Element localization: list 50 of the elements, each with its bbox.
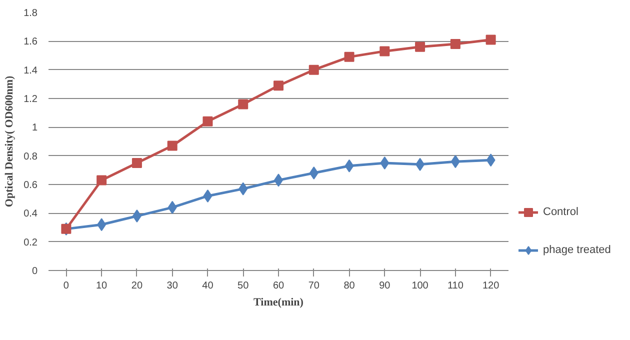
y-tick-label: 1.4 [24,65,38,76]
x-tick-label: 70 [308,280,320,292]
x-tick-label: 90 [379,280,391,292]
x-tick-label: 50 [238,280,250,292]
x-tick-label: 80 [344,280,356,292]
x-tick-label: 30 [166,280,178,292]
point [344,52,354,62]
point [344,159,354,172]
x-tick-label: 40 [202,280,214,292]
point [416,158,425,171]
y-tick-label: 0.6 [24,180,38,191]
point [132,158,142,168]
point [167,140,178,151]
legend-label: Control [543,206,578,218]
point [486,34,496,45]
point [450,39,460,50]
point [380,156,390,170]
point [415,42,426,52]
point [309,166,318,180]
point [238,99,248,110]
y-tick-label: 0.2 [24,237,38,248]
point [96,175,107,186]
x-tick-label: 110 [447,280,464,292]
y-axis-title: Optical Density( OD600nm) [4,75,16,208]
point [238,182,248,196]
x-tick-label: 100 [412,280,429,292]
y-tick-label: 0.4 [24,208,38,220]
y-tick-label: 0 [32,266,38,277]
point [486,154,496,167]
y-tick-label: 1.2 [24,94,38,105]
point [450,155,460,168]
x-tick-label: 60 [272,280,284,292]
legend-label: phage treated [543,244,611,256]
x-tick-label: 0 [63,280,70,292]
point [202,116,213,126]
y-tick-label: 1.6 [24,36,38,48]
y-tick-label: 1 [32,122,38,134]
point [97,218,106,232]
point [380,46,390,56]
y-tick-label: 0.8 [24,151,38,162]
x-tick-label: 10 [96,280,108,292]
point [308,64,319,75]
point [203,189,212,202]
point [168,200,177,214]
x-tick-label: 20 [131,280,143,292]
point [132,210,142,223]
y-tick-label: 1.8 [24,8,38,19]
x-tick-label: 120 [482,280,500,292]
x-axis-title: Time(min) [254,296,304,308]
point [274,80,284,91]
